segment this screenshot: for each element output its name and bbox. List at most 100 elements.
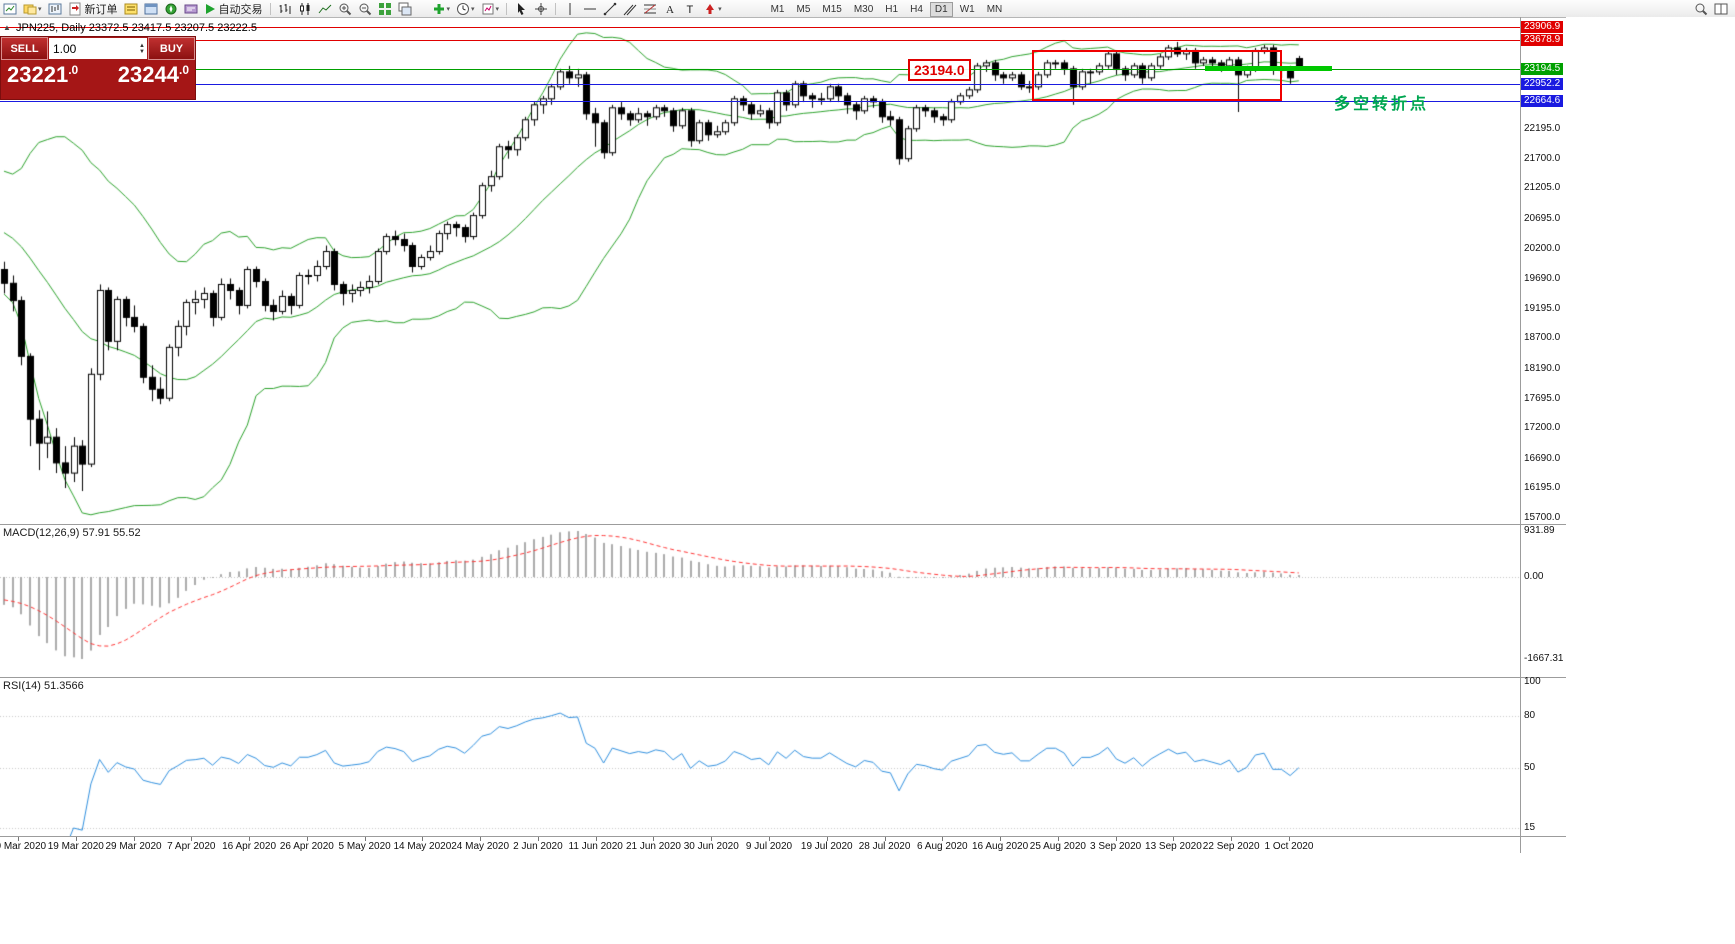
toolbar-spacer <box>725 8 765 9</box>
periods-caret-icon[interactable]: ▾ <box>471 5 475 13</box>
date-axis-tick <box>76 837 77 841</box>
chart-window-icon[interactable] <box>46 1 64 16</box>
templates-caret-icon[interactable]: ▾ <box>495 5 500 13</box>
arrows-caret-icon[interactable]: ▾ <box>718 5 722 13</box>
trade-panel-toggle[interactable]: ▲ <box>3 23 11 32</box>
rsi-pane-separator[interactable] <box>0 677 1566 678</box>
timeframe-button-m15[interactable]: M15 <box>822 3 842 15</box>
timeframe-button-m1[interactable]: M1 <box>770 3 785 15</box>
rsi-pane-canvas[interactable] <box>0 678 1520 836</box>
lot-stepper[interactable]: ▲ ▼ <box>139 43 145 55</box>
symbol-title: JPN225, Daily 23372.5 23417.5 23207.5 23… <box>16 22 257 34</box>
toolbar-separator <box>555 2 557 15</box>
new-order-button[interactable]: 新订单 <box>66 1 120 16</box>
lot-increase-icon[interactable]: ▲ <box>139 42 145 49</box>
timeframe-button-m5[interactable]: M5 <box>796 3 811 15</box>
trendline-tool-icon[interactable] <box>601 1 619 16</box>
data-window-icon[interactable] <box>142 1 160 16</box>
periods-clock-icon[interactable]: ▾ <box>454 1 477 16</box>
date-axis-tick <box>18 837 19 841</box>
layout-icon[interactable] <box>1712 1 1730 16</box>
date-axis-label: 26 Apr 2020 <box>279 841 334 852</box>
new-order-icon <box>68 2 82 16</box>
date-axis-label: 10 Mar 2020 <box>0 841 47 852</box>
price-line-23194.5[interactable] <box>0 69 1520 70</box>
crosshair-icon[interactable] <box>532 1 550 16</box>
terminal-icon[interactable] <box>182 1 200 16</box>
cursor-icon[interactable] <box>512 1 530 16</box>
date-axis-tick <box>538 837 539 841</box>
profiles-caret-icon[interactable]: ▾ <box>38 5 42 13</box>
zoom-in-icon[interactable] <box>336 1 354 16</box>
date-axis-label: 29 Mar 2020 <box>105 841 162 852</box>
add-indicator-icon[interactable]: ▾ <box>430 1 453 16</box>
candlestick-chart-icon[interactable] <box>296 1 314 16</box>
price-line-22664.6[interactable] <box>0 101 1520 102</box>
date-axis-label: 5 May 2020 <box>338 841 391 852</box>
timeframe-button-h1[interactable]: H1 <box>885 3 899 15</box>
add-indicator-caret-icon[interactable]: ▾ <box>446 5 451 13</box>
price-axis-tick: 21700.0 <box>1524 153 1561 164</box>
price-axis-tick: 20200.0 <box>1524 243 1561 254</box>
sell-price-decimal: .0 <box>68 63 79 77</box>
date-axis-label: 14 May 2020 <box>393 841 452 852</box>
date-axis-tick <box>365 837 366 841</box>
date-axis-label: 22 Sep 2020 <box>1202 841 1260 852</box>
price-line-23906.9[interactable] <box>0 27 1520 28</box>
line-chart-icon[interactable] <box>316 1 334 16</box>
lot-decrease-icon[interactable]: ▼ <box>139 48 145 55</box>
macd-pane-canvas[interactable] <box>0 525 1520 677</box>
date-axis-label: 11 Jun 2020 <box>568 841 623 852</box>
timeframe-button-m30[interactable]: M30 <box>853 3 874 15</box>
sell-price: 23221.0 <box>7 62 78 88</box>
price-axis-chip: 23906.9 <box>1521 21 1564 33</box>
templates-icon[interactable]: ▾ <box>479 1 502 16</box>
zoom-out-icon[interactable] <box>356 1 374 16</box>
price-axis-chip: 23194.5 <box>1521 63 1564 75</box>
macd-indicator-label: MACD(12,26,9) 57.91 55.52 <box>3 527 141 539</box>
lot-size-input[interactable] <box>51 40 140 57</box>
bar-chart-icon[interactable] <box>276 1 294 16</box>
auto-trading-button[interactable]: 自动交易 <box>202 1 265 16</box>
market-watch-icon[interactable] <box>122 1 140 16</box>
date-axis-tick <box>827 837 828 841</box>
new-chart-icon[interactable] <box>1 1 19 16</box>
profiles-icon[interactable]: ▾ <box>21 1 44 16</box>
price-annotation-label[interactable]: 23194.0 <box>908 59 971 81</box>
date-axis-label: 6 Aug 2020 <box>917 841 968 852</box>
tile-windows-icon[interactable] <box>376 1 394 16</box>
date-axis-label: 1 Oct 2020 <box>1264 841 1314 852</box>
rsi-axis-tick: 50 <box>1524 762 1536 773</box>
date-axis-label: 9 Jul 2020 <box>745 841 793 852</box>
price-line-23678.9[interactable] <box>0 40 1520 41</box>
main-chart-canvas[interactable] <box>0 17 1520 524</box>
date-axis-tick <box>1000 837 1001 841</box>
consol-box-annotation[interactable] <box>1032 50 1282 101</box>
search-icon[interactable] <box>1692 1 1710 16</box>
fibonacci-tool-icon[interactable] <box>641 1 659 16</box>
date-axis-label: 13 Sep 2020 <box>1145 841 1202 852</box>
sell-button[interactable]: SELL <box>1 37 48 60</box>
navigator-icon[interactable] <box>162 1 180 16</box>
timeframe-button-h4[interactable]: H4 <box>910 3 923 15</box>
arrows-tool-icon[interactable]: ▾ <box>701 1 724 16</box>
channel-tool-icon[interactable] <box>621 1 639 16</box>
buy-button[interactable]: BUY <box>148 37 195 60</box>
svg-text:T: T <box>687 4 694 16</box>
rsi-axis-tick: 15 <box>1524 822 1536 834</box>
macd-pane-separator[interactable] <box>0 524 1566 525</box>
lot-size-field[interactable]: ▲▼ <box>49 38 147 59</box>
timeframe-button-d1[interactable]: D1 <box>929 1 953 17</box>
label-tool-icon[interactable]: T <box>681 1 699 16</box>
thick-green-line-annotation[interactable] <box>1205 66 1332 71</box>
chinese-annotation[interactable]: 多空转折点 <box>1334 96 1430 113</box>
horizontal-line-tool-icon[interactable] <box>581 1 599 16</box>
text-tool-icon[interactable]: A <box>661 1 679 16</box>
timeframe-button-w1[interactable]: W1 <box>959 3 975 15</box>
timeframe-button-mn[interactable]: MN <box>986 3 1003 15</box>
cascade-windows-icon[interactable] <box>396 1 414 16</box>
date-axis-separator <box>0 836 1566 837</box>
price-line-22952.2[interactable] <box>0 84 1520 85</box>
vertical-line-tool-icon[interactable] <box>561 1 579 16</box>
